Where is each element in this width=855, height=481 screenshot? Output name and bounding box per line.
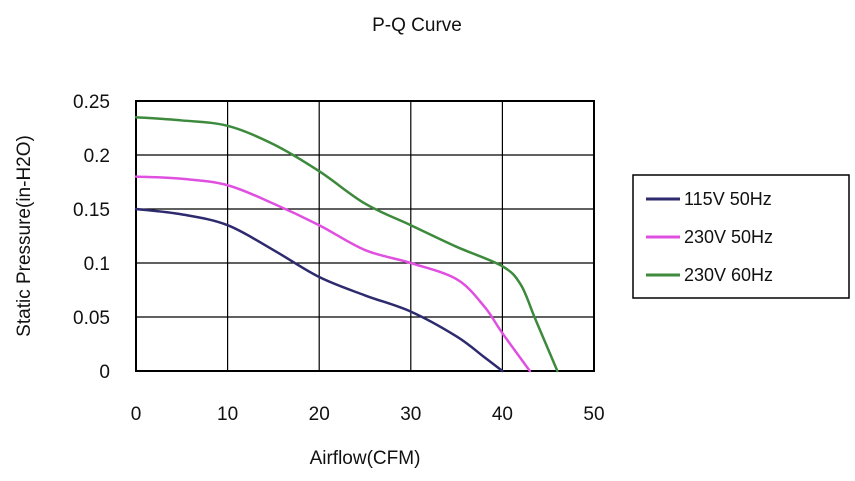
legend-label-115v-50hz: 115V 50Hz — [684, 189, 772, 209]
y-tick-label: 0.2 — [84, 146, 110, 167]
legend-label-230v-50hz: 230V 50Hz — [684, 227, 773, 247]
series-line-2 — [134, 115, 559, 373]
legend-label-230v-60hz: 230V 60Hz — [684, 265, 773, 285]
grid-lines — [136, 101, 594, 371]
y-tick-label: 0.1 — [84, 254, 110, 275]
y-tick-labels: 0 0.05 0.1 0.15 0.2 0.25 — [73, 92, 110, 383]
y-tick-label: 0.05 — [73, 308, 110, 329]
x-tick-label: 0 — [131, 404, 142, 425]
y-tick-label: 0.25 — [73, 92, 110, 113]
series-layer — [134, 115, 559, 373]
plot-frame — [135, 100, 595, 372]
x-axis-label: Airflow(CFM) — [310, 448, 421, 469]
chart-title: P-Q Curve — [372, 15, 462, 36]
x-tick-label: 30 — [400, 404, 421, 425]
series-line-1 — [134, 175, 532, 373]
series-line-0 — [134, 207, 504, 373]
x-tick-label: 10 — [217, 404, 238, 425]
y-tick-label: 0 — [99, 362, 110, 383]
legend: 115V 50Hz 230V 50Hz 230V 60Hz — [632, 174, 850, 299]
y-tick-label: 0.15 — [73, 200, 110, 221]
x-tick-label: 20 — [309, 404, 330, 425]
x-tick-labels: 0 10 20 30 40 50 — [131, 404, 605, 425]
x-tick-label: 50 — [583, 404, 604, 425]
y-axis-label: Static Pressure(in-H2O) — [14, 135, 35, 337]
x-tick-label: 40 — [492, 404, 513, 425]
